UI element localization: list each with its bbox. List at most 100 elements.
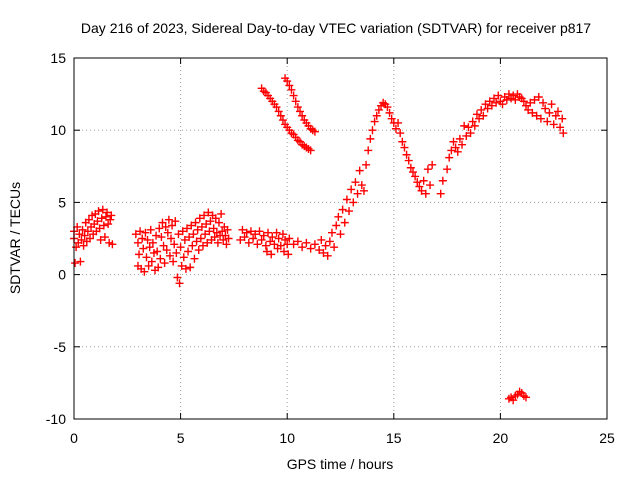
data-point [203, 238, 212, 247]
data-point [398, 137, 407, 146]
data-point [272, 103, 281, 112]
data-point [135, 250, 144, 259]
grid-lines [74, 58, 607, 419]
data-point [289, 91, 298, 100]
data-point [211, 214, 220, 223]
data-point [521, 101, 530, 110]
data-point [385, 108, 394, 117]
data-point [302, 238, 311, 247]
data-point [156, 254, 165, 263]
data-point [185, 233, 194, 242]
data-point [415, 182, 424, 191]
data-point [504, 90, 513, 99]
data-point [72, 243, 81, 252]
data-point [242, 228, 251, 237]
data-point [101, 212, 110, 221]
data-point [370, 117, 379, 126]
tick-labels: 0 5 10 15 20 25 -10 -5 0 5 10 15 [46, 50, 615, 446]
data-point [154, 263, 163, 272]
data-point [481, 100, 490, 109]
data-point [266, 237, 275, 246]
data-point [394, 118, 403, 127]
data-point [332, 221, 341, 230]
data-point [253, 240, 262, 249]
data-point [198, 241, 207, 250]
data-point [71, 259, 80, 268]
data-point [176, 243, 185, 252]
x-tick-label: 0 [70, 430, 78, 446]
data-point [276, 241, 285, 250]
data-point [528, 108, 537, 117]
data-point [193, 225, 202, 234]
data-point [549, 120, 558, 129]
data-point [270, 240, 279, 249]
data-point [264, 228, 273, 237]
data-point [287, 85, 296, 94]
data-point [524, 105, 533, 114]
data-point [449, 137, 458, 146]
data-point [172, 248, 181, 257]
data-point [136, 227, 145, 236]
data-point [400, 143, 409, 152]
data-point [224, 234, 233, 243]
data-point [200, 211, 209, 220]
data-point [251, 230, 260, 239]
data-point [205, 227, 214, 236]
data-point [436, 189, 445, 198]
data-point [372, 111, 381, 120]
data-point [536, 114, 545, 123]
data-point [451, 143, 460, 152]
y-tick-label: 10 [50, 122, 66, 138]
data-point [278, 230, 287, 239]
data-point [157, 233, 166, 242]
data-point [340, 218, 349, 227]
data-point [219, 235, 228, 244]
data-point [155, 224, 164, 233]
data-point [218, 227, 227, 236]
axis-ticks [73, 57, 608, 420]
data-point [417, 186, 426, 195]
data-point [197, 222, 206, 231]
data-point [419, 176, 428, 185]
data-point [108, 240, 117, 249]
data-point [285, 234, 294, 243]
data-point [274, 107, 283, 116]
data-point [84, 215, 93, 224]
data-point [511, 95, 520, 104]
data-point [468, 117, 477, 126]
data-point [466, 129, 475, 138]
y-tick-label: 0 [58, 267, 66, 283]
data-point [315, 246, 324, 255]
data-point [475, 114, 484, 123]
data-point [79, 241, 88, 250]
data-point [330, 243, 339, 252]
data-point [160, 259, 169, 268]
data-point [413, 178, 422, 187]
data-point [293, 103, 302, 112]
data-point [213, 238, 222, 247]
data-point [477, 105, 486, 114]
data-point [408, 168, 417, 177]
data-point [445, 153, 454, 162]
data-point [362, 160, 371, 169]
data-point [319, 248, 328, 257]
data-point [291, 97, 300, 106]
data-point [147, 257, 156, 266]
data-point [173, 273, 182, 282]
data-point [402, 150, 411, 159]
data-point [426, 181, 435, 190]
data-point [255, 227, 264, 236]
data-point [289, 240, 298, 249]
data-point [534, 92, 543, 101]
data-point [547, 100, 556, 109]
y-axis-label: SDTVAR / TECUs [7, 182, 23, 294]
data-point [458, 140, 467, 149]
data-points [70, 74, 568, 405]
data-point [175, 279, 184, 288]
data-point [83, 227, 92, 236]
data-point [487, 101, 496, 110]
data-point [293, 237, 302, 246]
data-point [539, 98, 548, 107]
data-point [498, 100, 507, 109]
data-point [179, 253, 188, 262]
